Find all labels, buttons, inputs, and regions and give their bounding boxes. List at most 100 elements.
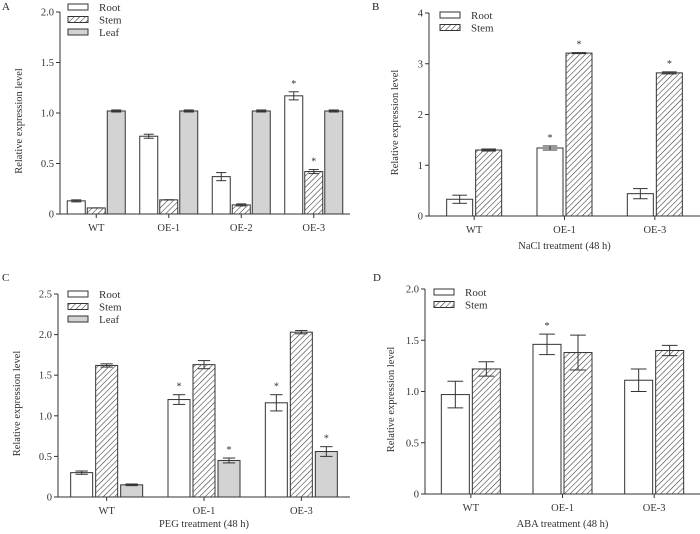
panel-a-y-tick-label: 0.5 [41,159,54,170]
panel-d-y-tick-label: 0 [414,490,419,501]
panel-c-x-axis-title: PEG treatment (48 h) [159,519,250,530]
panel-b-x-axis-title: NaCl treatment (48 h) [518,241,611,252]
panel-d-category-label: OE-1 [551,503,574,514]
panel-c-y-tick-label: 2.0 [39,330,52,341]
panel-b-category-label: WT [466,225,483,236]
panel-b-bar-stem [565,52,593,217]
panel-d-letter: D [373,272,381,284]
panel-d-category-label: OE-3 [643,503,666,514]
panel-b-bar-root [536,147,564,217]
panel-d-legend-label-stem: Stem [465,300,488,312]
panel-a-bar-root [284,95,304,215]
panel-a-bar-root [211,176,231,215]
panel-a-bar-leaf [324,110,344,215]
panel-a-letter: A [2,1,10,13]
panel-c-bar-root [264,402,288,498]
panel-b-y-tick-label: 2 [418,110,423,121]
panel-d-legend-swatch-stem [433,301,455,308]
panel-c-legend-label-root: Root [99,289,120,301]
panel-a-y-tick-label: 2.0 [41,8,54,19]
panel-b-significance-marker: * [667,59,672,70]
panel-a-legend-label-leaf: Leaf [99,27,119,39]
panel-a-bar-leaf [106,110,126,215]
panel-c-y-tick-label: 1.0 [39,411,52,422]
panel-b-y-tick-label: 3 [418,59,423,70]
panel-c-bar-root [70,472,94,498]
panel-a-y-tick-label: 1.0 [41,109,54,120]
panel-c-legend-swatch-stem [67,303,89,310]
panel-a-bar-root [66,200,86,215]
panel-c-y-tick-label: 2.5 [39,290,52,301]
panel-b-significance-marker: * [577,40,582,51]
panel-d-x-axis-title: ABA treatment (48 h) [517,519,609,530]
panel-b-legend-swatch-root [439,11,461,19]
panel-a-y-tick-label: 0 [49,210,54,221]
panel-a-bar-leaf [179,110,199,215]
panel-a-category-label: OE-1 [157,223,180,234]
panel-c-category-label: WT [99,506,116,517]
panel-d-bar-root [440,394,470,495]
panel-c-legend-label-leaf: Leaf [99,314,119,326]
panel-b-y-axis-title: Relative expression level [390,70,401,176]
panel-c-bar-stem [289,331,313,498]
panel-d-y-tick-label: 1.5 [406,336,419,347]
panel-a-category-label: WT [88,223,105,234]
panel-c-legend-swatch-leaf [67,315,89,323]
panel-b-legend-label-stem: Stem [471,23,494,35]
panel-a-legend-swatch-leaf [67,28,89,36]
panel-c-y-axis-title: Relative expression level [12,351,23,457]
panel-b-legend-label-root: Root [471,10,492,22]
panel-b-y-tick-label: 1 [418,161,423,172]
panel-a-legend-label-root: Root [99,2,120,14]
panel-c-y-tick-label: 0.5 [39,452,52,463]
panel-d-category-label: WT [463,503,480,514]
panel-a-bar-stem [304,171,324,215]
panel-c-y-tick-label: 1.5 [39,371,52,382]
panel-b-bar-stem [655,72,683,217]
panel-d-bar-root [532,343,562,495]
panel-c-bar-stem [192,364,216,498]
panel-b-y-tick-label: 0 [418,212,423,223]
panel-d-bar-stem [655,350,685,495]
panel-a-category-label: OE-3 [302,223,325,234]
panel-a-legend-label-stem: Stem [99,15,122,27]
panel-c-significance-marker: * [177,382,182,393]
panel-a-y-axis-title: Relative expression level [14,68,25,174]
panel-a-bar-root [139,135,159,215]
panel-d-bar-stem [563,352,593,495]
panel-d-significance-marker: * [545,321,550,332]
panel-a-bar-leaf [251,110,271,215]
panel-a-significance-marker: * [311,157,316,168]
panel-b-y-tick-label: 4 [418,9,424,20]
panel-d-legend-swatch-root [433,288,455,296]
panel-a-bar-stem [86,207,106,215]
panel-c-legend-swatch-root [67,290,89,298]
panel-c-bar-leaf [120,484,144,498]
panel-a-bar-stem [159,199,179,215]
panel-c-legend-label-stem: Stem [99,302,122,314]
panel-b-letter: B [372,1,379,13]
panel-c-bar-stem [95,364,119,498]
panel-b-legend-swatch-stem [439,24,461,31]
panel-d-legend-label-root: Root [465,287,486,299]
panel-d-bar-root [624,379,654,495]
panel-a-legend-swatch-root [67,3,89,11]
panel-c-significance-marker: * [324,434,329,445]
panel-a-significance-marker: * [291,79,296,90]
panel-c-significance-marker: * [227,445,232,456]
panel-d-y-tick-label: 2.0 [406,285,419,296]
panel-d-y-tick-label: 1.0 [406,387,419,398]
panel-b-category-label: OE-3 [643,225,666,236]
panel-c-category-label: OE-1 [193,506,216,517]
panel-d-y-tick-label: 0.5 [406,438,419,449]
panel-c-letter: C [2,272,9,284]
panel-a-y-tick-label: 1.5 [41,58,54,69]
panel-c-significance-marker: * [274,382,279,393]
panel-c-category-label: OE-3 [290,506,313,517]
panel-d-y-axis-title: Relative expression level [386,347,397,453]
panel-a-category-label: OE-2 [230,223,253,234]
panel-c-bar-leaf [314,451,338,498]
panel-b-significance-marker: * [548,133,553,144]
panel-c-y-tick-label: 0 [47,493,52,504]
